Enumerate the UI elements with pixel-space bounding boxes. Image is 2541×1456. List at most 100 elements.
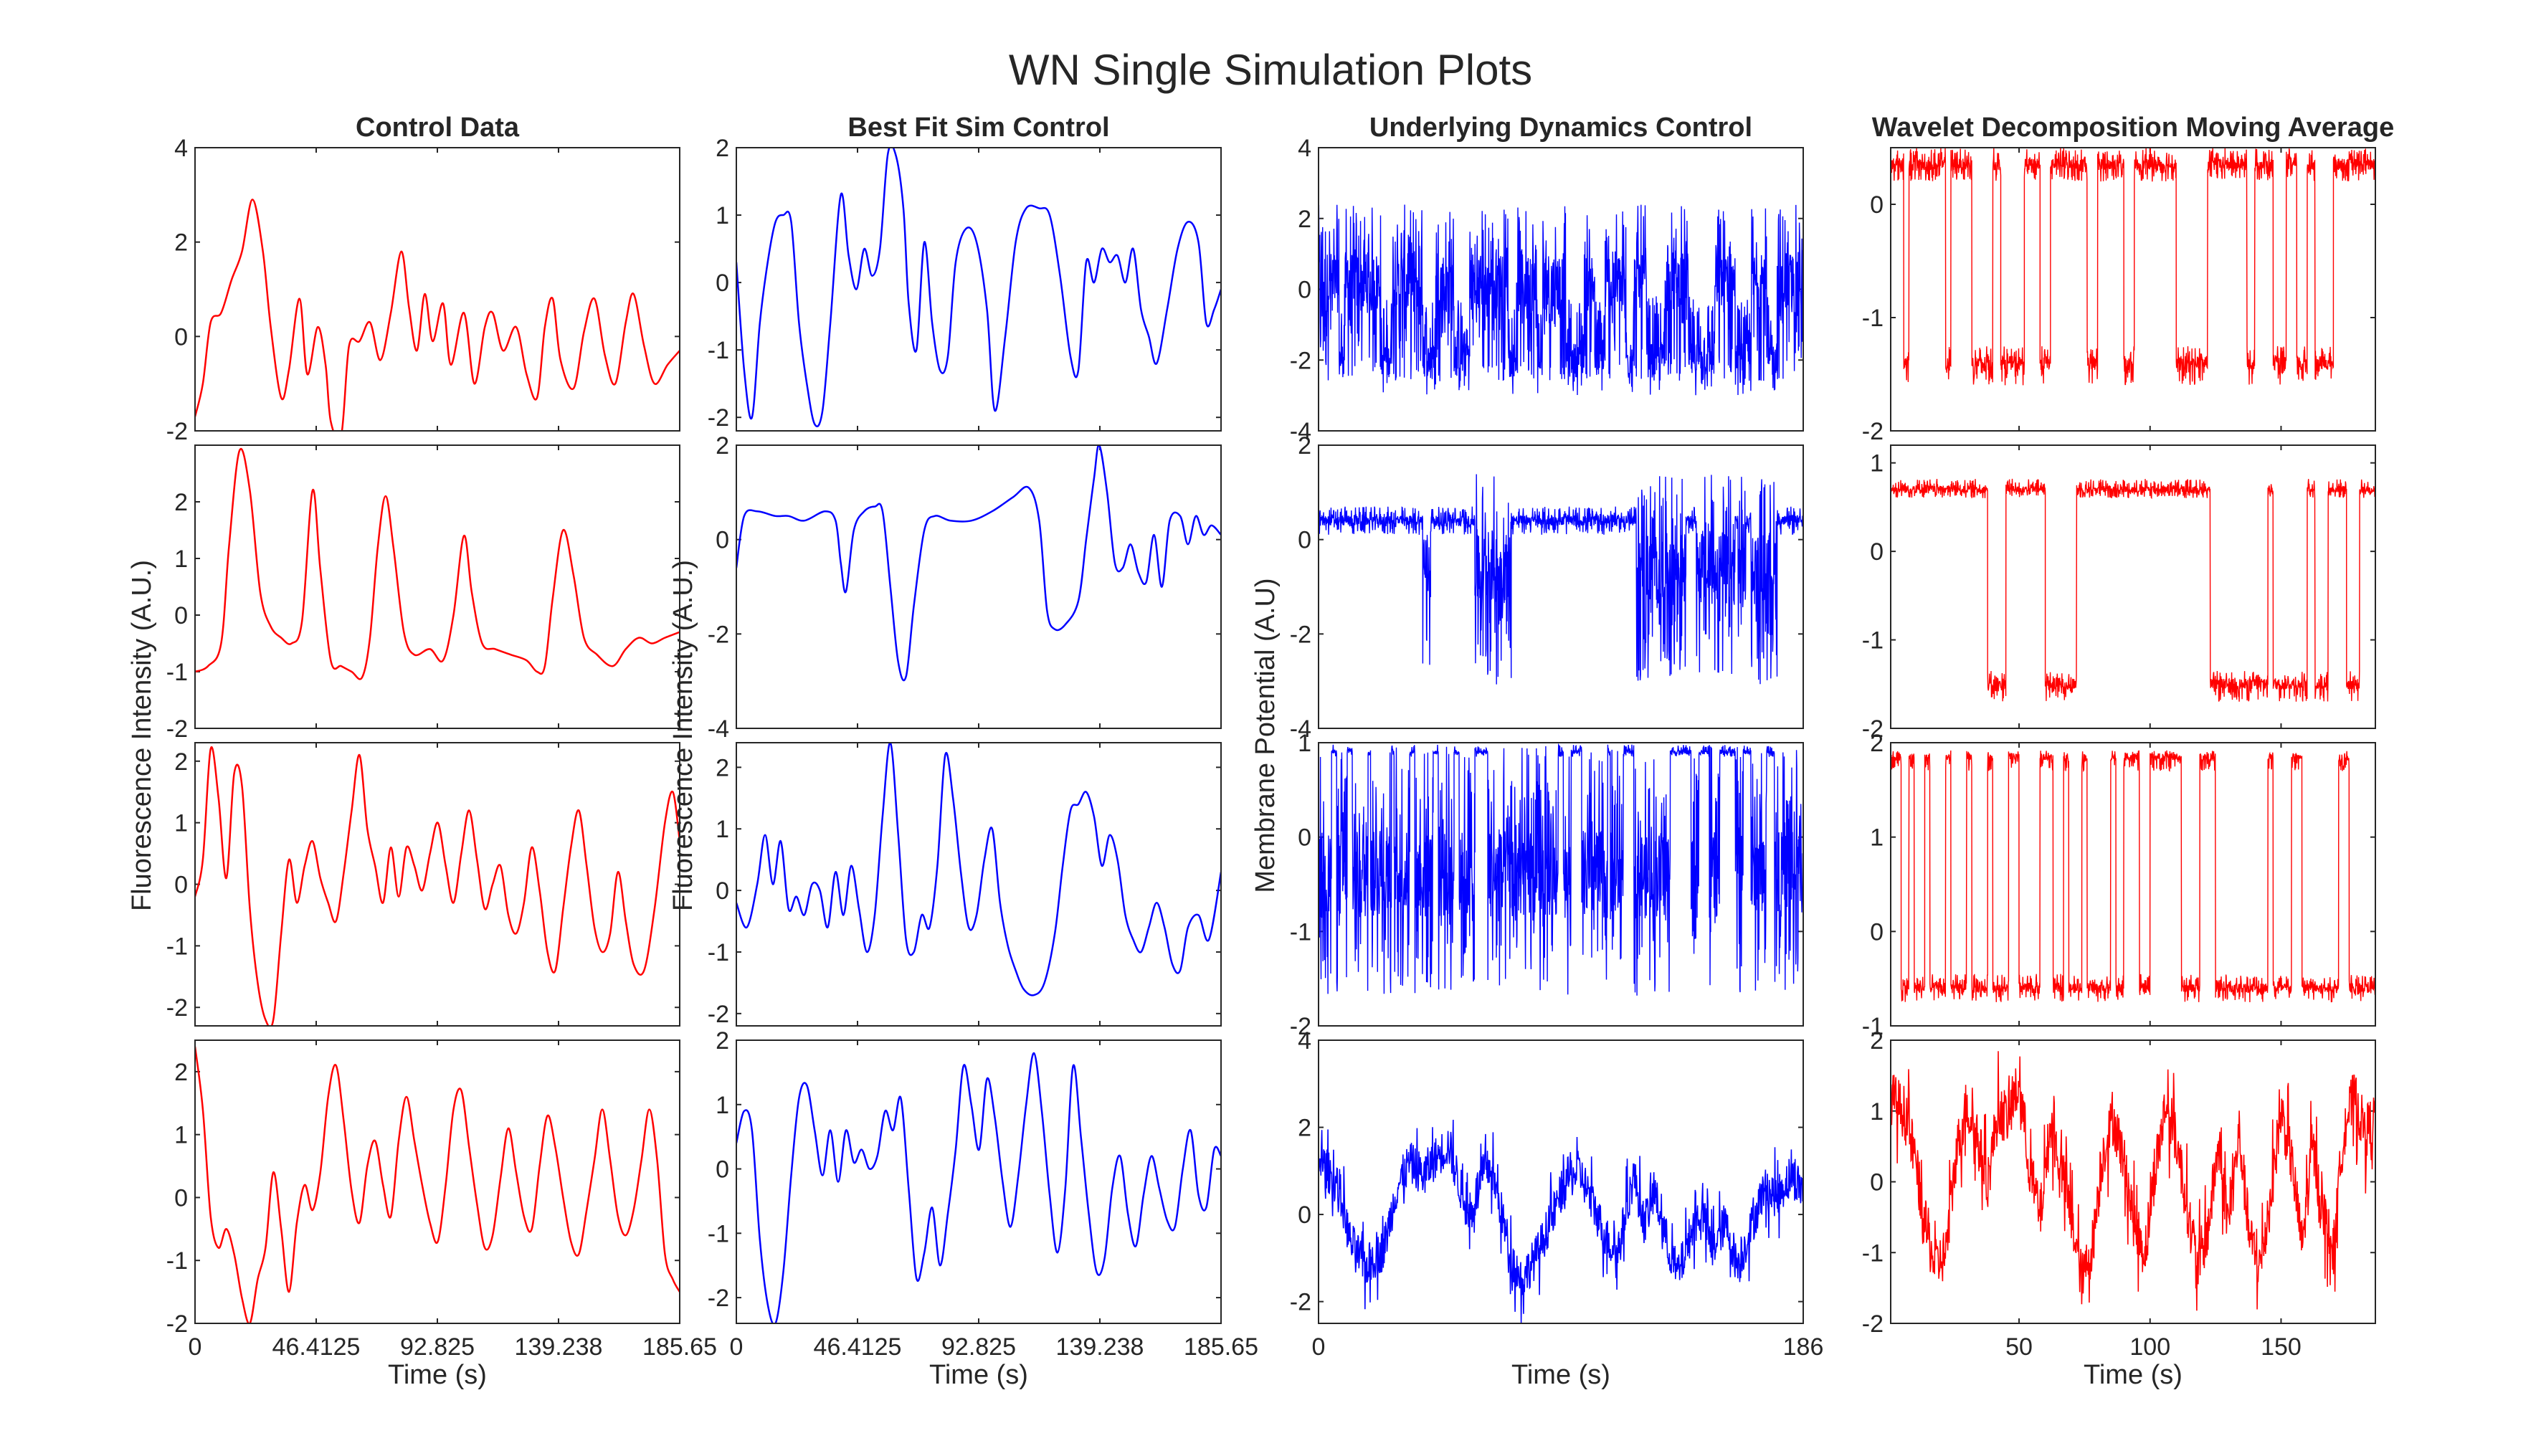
plot-frame	[736, 444, 1222, 729]
xtick-label: 186	[1783, 1333, 1824, 1361]
ytick-label: -2	[1290, 1289, 1311, 1316]
plot-title-2: Underlying Dynamics Control	[1369, 113, 1752, 143]
ytick-label: -2	[166, 715, 188, 743]
plot-frame	[194, 147, 680, 432]
ytick-label: 4	[1298, 135, 1311, 162]
ytick-label: 2	[1298, 432, 1311, 460]
ytick-label: -1	[708, 337, 729, 364]
plot-frame	[736, 147, 1222, 432]
subplot-c2-r2: -2 -1 0 1	[1290, 730, 1804, 1040]
ytick-label: 0	[716, 527, 729, 554]
subplot-c1-r3: -2 -1 0 1 2 0 46.4125 92.825 139.238 185.65	[708, 1027, 1258, 1361]
ytick-label: -1	[708, 1220, 729, 1247]
ytick-label: -2	[1862, 715, 1884, 743]
ytick-label: 1	[1870, 1098, 1884, 1126]
plot-border	[736, 742, 1222, 1027]
series-line	[195, 199, 680, 431]
ytick-label: -2	[166, 1310, 188, 1338]
series-line	[1891, 750, 2375, 1003]
series-line	[1891, 478, 2375, 702]
ytick-label: 0	[716, 877, 729, 905]
plot-border	[1318, 742, 1804, 1027]
ytick-label: 1	[174, 546, 188, 573]
xtick-label: 0	[189, 1333, 202, 1361]
plot-frame	[194, 1039, 680, 1324]
plot-border	[1318, 147, 1804, 432]
plot-title-0: Control Data	[356, 113, 520, 143]
subplot-c0-r3: -2 -1 0 1 2 0 46.4125 92.825 139.238 185.65	[166, 1039, 717, 1361]
plot-border	[1890, 444, 2376, 729]
plot-title-1: Best Fit Sim Control	[847, 113, 1109, 143]
x-axis-label-2: Time (s)	[1511, 1360, 1610, 1390]
x-axis-label-1: Time (s)	[929, 1360, 1028, 1390]
ytick-label: -1	[166, 933, 188, 960]
ytick-label: -2	[1862, 418, 1884, 445]
series-line	[195, 1046, 680, 1323]
x-axis-label-0: Time (s)	[388, 1360, 487, 1390]
ytick-label: 2	[1298, 1115, 1311, 1142]
xtick-label: 185.65	[642, 1333, 717, 1361]
ytick-label: 0	[1298, 527, 1311, 554]
ytick-label: 1	[1298, 730, 1311, 757]
ytick-label: -1	[1862, 1239, 1884, 1267]
ytick-label: 2	[1870, 1027, 1884, 1055]
plot-frame	[194, 444, 680, 729]
ytick-label: -2	[708, 1001, 729, 1028]
ytick-label: -2	[1290, 1013, 1311, 1040]
ytick-label: 0	[174, 872, 188, 899]
xtick-label: 46.4125	[272, 1333, 361, 1361]
subplot-c0-r0: -2 0 2 4	[166, 135, 680, 445]
ytick-label: -1	[1290, 918, 1311, 946]
series-line	[1891, 148, 2375, 386]
ytick-label: 2	[716, 432, 729, 460]
subplot-c3-r3: -2 -1 0 1 2 50 100 150	[1862, 1027, 2376, 1361]
ytick-label: -2	[1862, 1310, 1884, 1338]
ytick-label: -1	[1862, 1013, 1884, 1040]
ytick-label: 1	[716, 1092, 729, 1119]
series-line	[736, 148, 1221, 427]
ytick-label: 0	[174, 1184, 188, 1212]
plot-border	[1890, 742, 2376, 1027]
plot-border	[736, 1039, 1222, 1324]
subplot-c1-r2: -2 -1 0 1 2	[708, 742, 1222, 1028]
series-line	[736, 445, 1221, 682]
ytick-label: 1	[716, 816, 729, 843]
y-axis-label-2: Membrane Potential (A.U)	[1250, 578, 1281, 893]
ytick-label: -1	[708, 939, 729, 966]
xtick-label: 185.65	[1184, 1333, 1258, 1361]
series-line	[1319, 743, 1803, 996]
plot-border	[194, 147, 680, 432]
series-line	[736, 1052, 1221, 1323]
ytick-label: 2	[174, 1059, 188, 1086]
x-axis-label-3: Time (s)	[2084, 1360, 2183, 1390]
ytick-label: -4	[1290, 715, 1311, 743]
plot-frame	[194, 742, 680, 1027]
xtick-label: 50	[2005, 1333, 2033, 1361]
ytick-label: 2	[716, 754, 729, 781]
subplot-c1-r0: -2 -1 0 1 2	[708, 135, 1222, 432]
subplot-c3-r0: -2 -1 0	[1862, 147, 2376, 445]
xtick-label: 0	[730, 1333, 744, 1361]
xtick-label: 0	[1312, 1333, 1326, 1361]
series-line	[1319, 474, 1803, 685]
ytick-label: 0	[1870, 191, 1884, 219]
ytick-label: -2	[708, 404, 729, 432]
series-line	[1891, 1051, 2375, 1311]
ytick-label: 0	[174, 602, 188, 629]
ytick-label: 4	[1298, 1027, 1311, 1055]
ytick-label: 2	[174, 748, 188, 776]
ytick-label: -2	[1290, 347, 1311, 374]
subplot-c3-r1: -2 -1 0 1	[1862, 444, 2376, 743]
figure-title: WN Single Simulation Plots	[1009, 46, 1532, 94]
plot-title-3: Wavelet Decomposition Moving Average	[1872, 113, 2394, 143]
ytick-label: 0	[1870, 538, 1884, 566]
ytick-label: 0	[1870, 1169, 1884, 1196]
xtick-label: 92.825	[941, 1333, 1016, 1361]
plot-frame	[736, 742, 1222, 1027]
ytick-label: -1	[166, 659, 188, 686]
ytick-label: 1	[716, 202, 729, 229]
y-axis-label-0: Fluorescence Intensity (A.U.)	[127, 560, 157, 911]
ytick-label: 2	[716, 1027, 729, 1055]
